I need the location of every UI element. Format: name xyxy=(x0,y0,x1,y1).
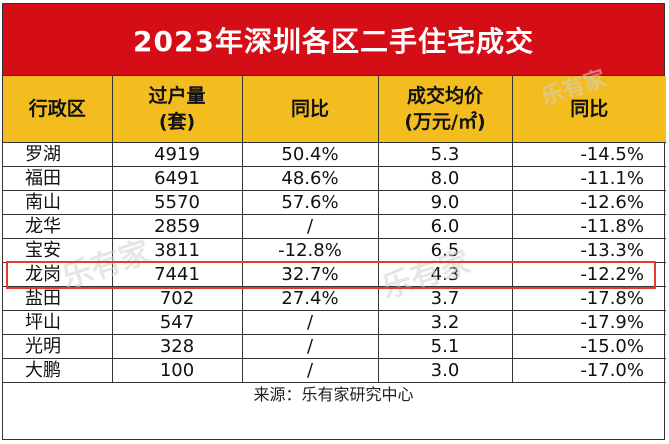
cell-transfers-yoy: 27.4% xyxy=(241,286,379,311)
data-table: 行政区 过户量 (套) 同比 成交均价 (万元/㎡) 同比 罗湖 4919 50.4% 5… xyxy=(3,76,666,383)
cell-transfers: 6491 xyxy=(111,166,243,191)
cell-avg-price: 6.5 xyxy=(377,238,513,263)
table-title: 2023年深圳各区二手住宅成交 xyxy=(3,4,664,76)
cell-price-yoy: -17.8% xyxy=(511,286,666,311)
cell-price-yoy: -12.2% xyxy=(511,262,666,287)
cell-district: 大鹏 xyxy=(3,358,113,383)
cell-transfers: 702 xyxy=(111,286,243,311)
cell-avg-price: 3.2 xyxy=(377,310,513,335)
cell-transfers-yoy: 48.6% xyxy=(241,166,379,191)
cell-avg-price: 4.3 xyxy=(377,262,513,287)
cell-transfers: 5570 xyxy=(111,190,243,215)
cell-avg-price: 5.1 xyxy=(377,334,513,359)
cell-transfers-yoy: / xyxy=(241,214,379,239)
cell-price-yoy: -15.0% xyxy=(511,334,666,359)
cell-transfers: 100 xyxy=(111,358,243,383)
cell-district: 龙华 xyxy=(3,214,113,239)
table-row: 宝安 3811 -12.8% 6.5 -13.3% xyxy=(3,238,666,263)
cell-district: 罗湖 xyxy=(3,142,113,167)
cell-avg-price: 6.0 xyxy=(377,214,513,239)
table-row: 龙岗 7441 32.7% 4.3 -12.2% xyxy=(3,262,666,287)
table-row: 福田 6491 48.6% 8.0 -11.1% xyxy=(3,166,666,191)
cell-transfers: 3811 xyxy=(111,238,243,263)
cell-price-yoy: -17.0% xyxy=(511,358,666,383)
header-district: 行政区 xyxy=(3,76,113,143)
source-note: 来源：乐有家研究中心 xyxy=(253,385,414,404)
cell-avg-price: 9.0 xyxy=(377,190,513,215)
cell-price-yoy: -14.5% xyxy=(511,142,666,167)
cell-price-yoy: -11.8% xyxy=(511,214,666,239)
cell-transfers: 4919 xyxy=(111,142,243,167)
header-avg-price: 成交均价 (万元/㎡) xyxy=(377,76,513,143)
table-row: 龙华 2859/6.0 -11.8% xyxy=(3,214,666,239)
cell-transfers-yoy: / xyxy=(241,310,379,335)
cell-transfers-yoy: 32.7% xyxy=(241,262,379,287)
header-transfers: 过户量 (套) xyxy=(111,76,243,143)
table-row: 盐田 702 27.4% 3.7 -17.8% xyxy=(3,286,666,311)
cell-district: 坪山 xyxy=(3,310,113,335)
cell-transfers-yoy: -12.8% xyxy=(241,238,379,263)
table-row: 罗湖 4919 50.4% 5.3 -14.5% xyxy=(3,142,666,167)
table-card: 2023年深圳各区二手住宅成交 行政区 过户量 (套) 同比 成交均价 (万元/㎡)… xyxy=(2,3,666,440)
table-row: 坪山 547/3.2 -17.9% xyxy=(3,310,666,335)
cell-district: 福田 xyxy=(3,166,113,191)
table-row: 光明 328/5.1 -15.0% xyxy=(3,334,666,359)
cell-district: 光明 xyxy=(3,334,113,359)
cell-transfers-yoy: 50.4% xyxy=(241,142,379,167)
cell-transfers-yoy: 57.6% xyxy=(241,190,379,215)
cell-district: 南山 xyxy=(3,190,113,215)
table-row: 南山 5570 57.6% 9.0 -12.6% xyxy=(3,190,666,215)
cell-price-yoy: -11.1% xyxy=(511,166,666,191)
cell-avg-price: 8.0 xyxy=(377,166,513,191)
cell-district: 宝安 xyxy=(3,238,113,263)
cell-avg-price: 3.7 xyxy=(377,286,513,311)
cell-price-yoy: -13.3% xyxy=(511,238,666,263)
cell-transfers: 2859 xyxy=(111,214,243,239)
cell-transfers: 7441 xyxy=(111,262,243,287)
header-price-yoy: 同比 xyxy=(511,76,666,143)
header-row: 行政区 过户量 (套) 同比 成交均价 (万元/㎡) 同比 xyxy=(3,76,666,143)
header-transfers-yoy: 同比 xyxy=(241,76,379,143)
cell-transfers-yoy: / xyxy=(241,358,379,383)
cell-price-yoy: -17.9% xyxy=(511,310,666,335)
cell-district: 盐田 xyxy=(3,286,113,311)
table-row: 大鹏 100/3.0 -17.0% xyxy=(3,358,666,383)
cell-price-yoy: -12.6% xyxy=(511,190,666,215)
cell-district: 龙岗 xyxy=(3,262,113,287)
cell-transfers: 547 xyxy=(111,310,243,335)
cell-avg-price: 3.0 xyxy=(377,358,513,383)
cell-transfers-yoy: / xyxy=(241,334,379,359)
cell-transfers: 328 xyxy=(111,334,243,359)
cell-avg-price: 5.3 xyxy=(377,142,513,167)
